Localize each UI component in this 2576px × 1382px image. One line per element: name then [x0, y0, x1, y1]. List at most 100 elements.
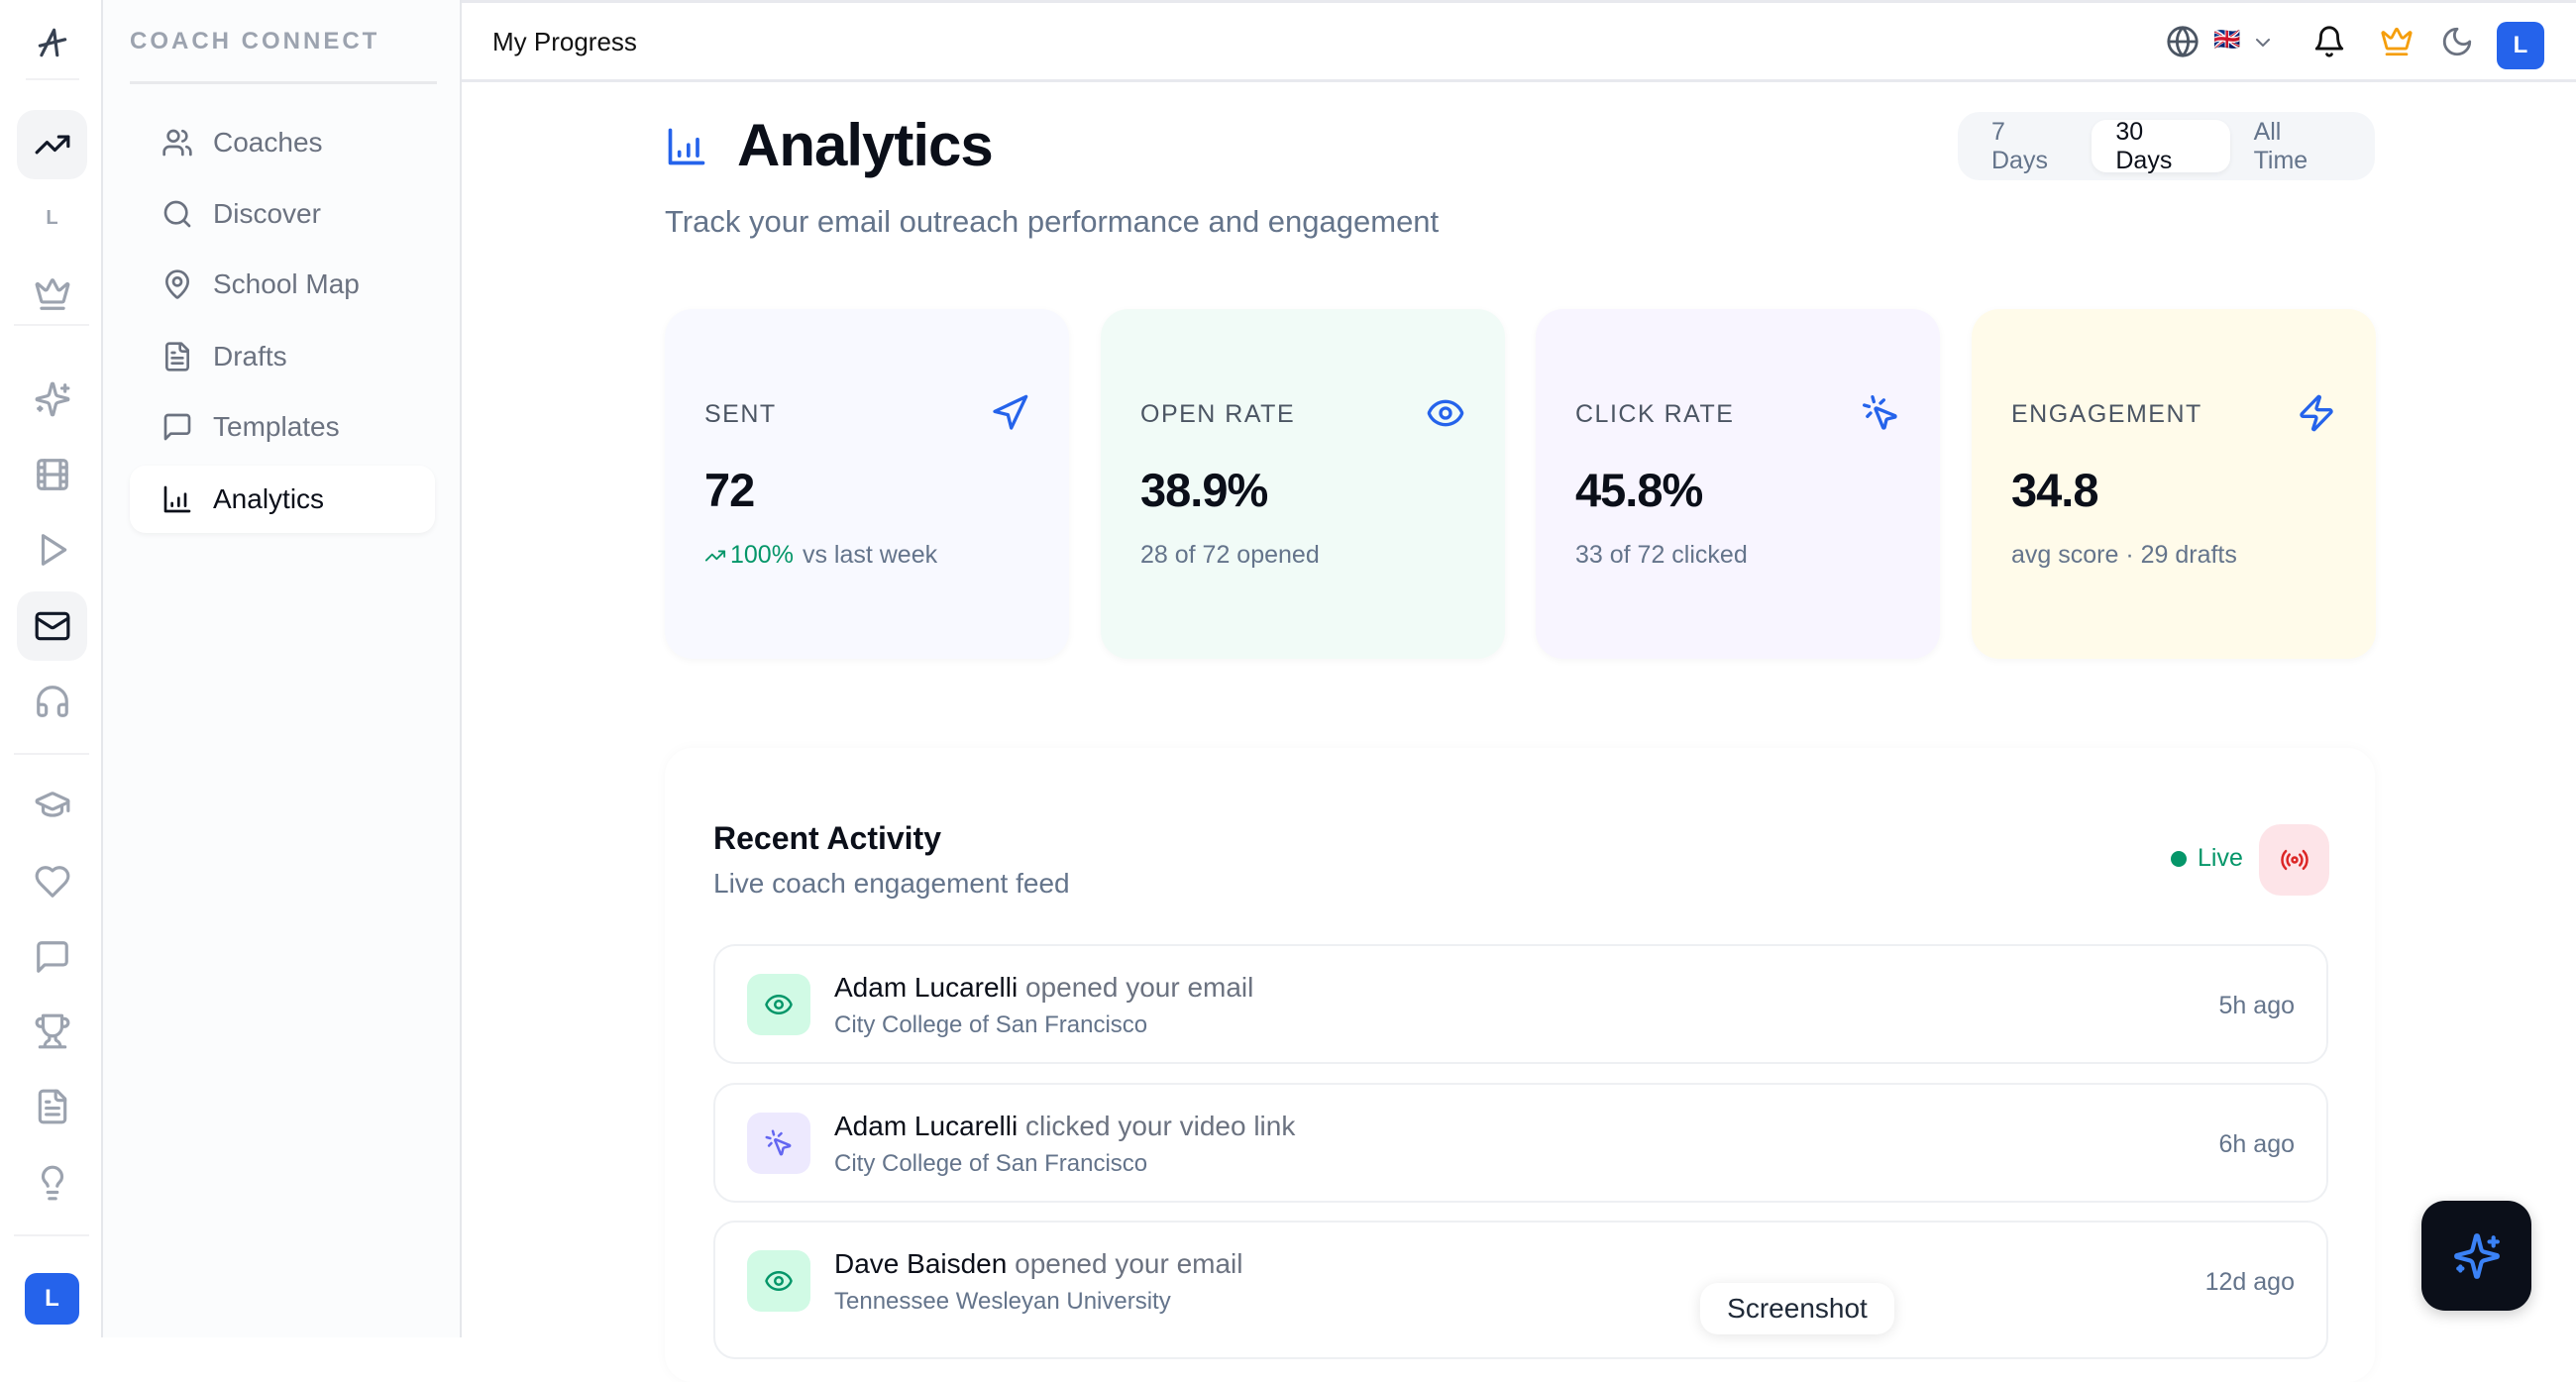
school-name: City College of San Francisco [834, 1011, 1148, 1038]
activity-time: 6h ago [2218, 1130, 2295, 1158]
stat-sub: 100% vs last week [704, 541, 937, 570]
message-icon[interactable] [17, 922, 87, 992]
crown-icon[interactable] [17, 260, 87, 329]
divider [14, 753, 89, 755]
date-range-selector: 7 Days 30 Days All Time [1958, 112, 2375, 180]
page-title: Analytics [737, 112, 994, 178]
activity-item[interactable]: Adam Lucarelli clicked your video link C… [713, 1083, 2328, 1203]
stat-value: 34.8 [2011, 464, 2098, 516]
sparkles-icon [2452, 1231, 2502, 1281]
activity-action: clicked your video link [1024, 1111, 1296, 1141]
activity-text: Dave Baisden opened your email [834, 1248, 1243, 1280]
school-name: City College of San Francisco [834, 1150, 1148, 1177]
activity-time: 12d ago [2204, 1268, 2295, 1296]
zap-icon [2297, 393, 2336, 433]
range-30-days[interactable]: 30 Days [2092, 118, 2230, 174]
sidebar-item-discover[interactable]: Discover [130, 180, 435, 248]
progress-icon[interactable] [17, 110, 87, 179]
activity-item[interactable]: Adam Lucarelli opened your email City Co… [713, 944, 2328, 1064]
sidebar-item-analytics[interactable]: Analytics [130, 466, 435, 533]
stat-card-click-rate: CLICK RATE 45.8% 33 of 72 clicked [1536, 309, 1940, 659]
sidebar-item-label: Analytics [213, 483, 325, 514]
live-toggle-button[interactable] [2259, 824, 2329, 896]
moon-icon[interactable] [2440, 25, 2474, 58]
activity-action: opened your email [1024, 972, 1254, 1003]
live-label: Live [2198, 844, 2243, 872]
screenshot-tooltip: Screenshot [1700, 1283, 1894, 1334]
crown-icon[interactable] [2380, 25, 2414, 58]
bell-icon[interactable] [2312, 25, 2346, 58]
divider [26, 78, 79, 80]
file-text-icon[interactable] [17, 1072, 87, 1141]
stat-value: 45.8% [1575, 464, 1703, 516]
stat-value: 38.9% [1140, 464, 1268, 516]
stat-card-engagement: ENGAGEMENT 34.8 avg score · 29 drafts [1972, 309, 2376, 659]
sidebar-item-label: Drafts [213, 341, 287, 372]
map-pin-icon [161, 268, 213, 300]
stat-label: CLICK RATE [1575, 400, 1735, 428]
heart-icon[interactable] [17, 847, 87, 916]
sidebar-item-label: Discover [213, 198, 321, 229]
analytics-icon [665, 125, 708, 168]
sidebar-item-coaches[interactable]: Coaches [130, 109, 435, 176]
mouse-pointer-click-icon [1861, 393, 1900, 433]
trend-value: 100% [730, 541, 794, 569]
mouse-pointer-click-icon [747, 1113, 810, 1174]
file-text-icon [161, 341, 213, 372]
rail-avatar[interactable]: L [25, 1273, 79, 1325]
stat-sub: avg score · 29 drafts [2011, 541, 2237, 569]
stat-label: OPEN RATE [1140, 400, 1296, 428]
live-dot [2171, 851, 2187, 867]
page-subtitle: Track your email outreach performance an… [665, 204, 1440, 239]
stat-sub: 33 of 72 clicked [1575, 541, 1748, 569]
stat-value: 72 [704, 464, 755, 516]
app-logo-icon[interactable] [17, 8, 87, 77]
sidebar-item-label: Templates [213, 411, 340, 442]
trophy-icon[interactable] [17, 997, 87, 1066]
headphones-icon[interactable] [17, 667, 87, 736]
sidebar: COACH CONNECT Coaches Discover School Ma… [103, 0, 462, 1337]
mail-icon[interactable] [17, 591, 87, 661]
stat-card-open-rate: OPEN RATE 38.9% 28 of 72 opened [1101, 309, 1505, 659]
activity-action: opened your email [1015, 1248, 1243, 1279]
divider [14, 1234, 89, 1236]
chevron-down-icon[interactable] [2251, 31, 2275, 54]
globe-icon[interactable] [2166, 25, 2200, 58]
sidebar-item-label: School Map [213, 268, 360, 299]
play-icon[interactable] [17, 515, 87, 585]
lightbulb-icon[interactable] [17, 1148, 87, 1218]
page-header-title: My Progress [492, 27, 637, 56]
eye-icon [1426, 393, 1465, 433]
coach-name: Adam Lucarelli [834, 1111, 1019, 1141]
top-header: My Progress 🇬🇧 L [462, 0, 2576, 82]
activity-title: Recent Activity [713, 820, 941, 856]
bar-chart-icon [161, 483, 213, 515]
message-square-icon [161, 411, 213, 443]
graduation-cap-icon[interactable] [17, 770, 87, 839]
stat-label: SENT [704, 400, 777, 428]
language-flag[interactable]: 🇬🇧 [2213, 27, 2241, 52]
range-7-days[interactable]: 7 Days [1991, 117, 2048, 174]
activity-item[interactable]: Dave Baisden opened your email Tennessee… [713, 1221, 2328, 1359]
school-name: Tennessee Wesleyan University [834, 1288, 1171, 1315]
user-initial[interactable]: L [46, 206, 58, 229]
send-icon [990, 393, 1029, 433]
search-icon [161, 198, 213, 230]
divider [14, 324, 89, 326]
eye-icon [747, 1250, 810, 1312]
radio-icon [2280, 845, 2309, 875]
trend-text: vs last week [802, 541, 938, 569]
range-all-time[interactable]: All Time [2253, 117, 2308, 174]
trending-up-icon [704, 545, 726, 567]
icon-rail: L [0, 0, 103, 1337]
sidebar-item-drafts[interactable]: Drafts [130, 323, 435, 390]
activity-text: Adam Lucarelli opened your email [834, 972, 1253, 1004]
stat-label: ENGAGEMENT [2011, 400, 2202, 428]
sidebar-item-school-map[interactable]: School Map [130, 251, 435, 318]
user-avatar[interactable]: L [2497, 22, 2544, 69]
sparkles-icon[interactable] [17, 365, 87, 434]
sidebar-item-templates[interactable]: Templates [130, 393, 435, 461]
ai-assistant-button[interactable] [2421, 1201, 2531, 1311]
users-icon [161, 127, 213, 159]
film-icon[interactable] [17, 440, 87, 509]
